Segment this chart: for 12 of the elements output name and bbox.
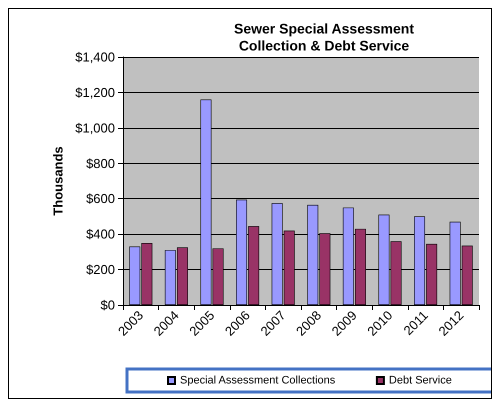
y-tick-label: $600 <box>86 191 115 206</box>
y-axis-title: Thousands <box>50 146 66 216</box>
y-tick-label: $1,000 <box>75 120 115 136</box>
y-tick-label: $400 <box>86 226 115 242</box>
legend-label: Debt Service <box>388 374 452 386</box>
y-tick-label: $200 <box>86 262 115 278</box>
y-tick-label: $1,400 <box>75 50 115 64</box>
legend-label: Special Assessment Collections <box>180 374 336 386</box>
y-tick-label: $1,200 <box>75 84 115 100</box>
chart-title: Sewer Special Assessment Collection & Debt Service <box>234 20 414 54</box>
y-tick-label: $0 <box>100 298 115 312</box>
y-tick-label: $800 <box>86 156 115 171</box>
